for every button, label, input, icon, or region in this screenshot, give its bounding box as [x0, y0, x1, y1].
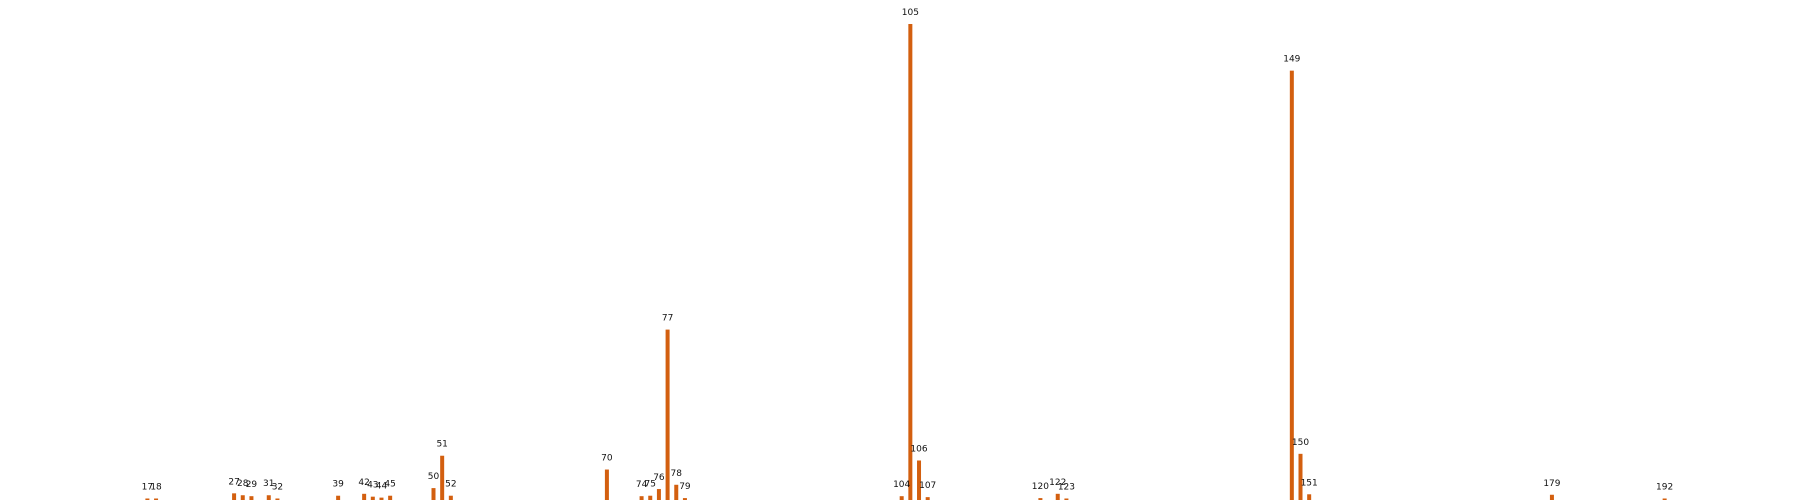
bar-27 — [232, 493, 237, 500]
bar-label-45: 45 — [384, 480, 395, 490]
bar-label-122: 122 — [1049, 478, 1066, 488]
bar-76 — [656, 489, 661, 500]
bar-label-18: 18 — [150, 483, 162, 493]
bar-106 — [917, 460, 922, 500]
bar-label-52: 52 — [445, 480, 456, 490]
bar-label-43: 43 — [367, 481, 378, 491]
bar-79 — [682, 498, 687, 500]
bar-label-123: 123 — [1058, 483, 1075, 493]
bar-42 — [362, 493, 367, 500]
bar-75 — [648, 495, 653, 500]
bar-label-192: 192 — [1656, 483, 1673, 493]
bar-104 — [899, 496, 904, 500]
bar-18 — [154, 498, 159, 500]
bar-120 — [1038, 498, 1043, 500]
bar-179 — [1549, 494, 1554, 500]
bar-label-70: 70 — [601, 454, 613, 464]
bar-label-39: 39 — [332, 480, 344, 490]
bar-78 — [674, 484, 679, 500]
bar-label-77: 77 — [662, 314, 673, 324]
bar-label-76: 76 — [653, 473, 665, 483]
bar-label-151: 151 — [1301, 478, 1318, 488]
bar-29 — [249, 496, 254, 500]
bar-label-78: 78 — [671, 469, 683, 479]
bar-39 — [336, 495, 341, 500]
bar-70 — [604, 469, 609, 500]
bar-label-31: 31 — [263, 479, 274, 489]
bar-50 — [431, 488, 436, 500]
bar-77 — [665, 329, 670, 500]
bar-52 — [448, 495, 453, 500]
bar-label-28: 28 — [237, 479, 249, 489]
bar-label-42: 42 — [358, 478, 369, 488]
bar-192 — [1662, 498, 1667, 500]
bar-151 — [1307, 494, 1312, 500]
bar-105 — [908, 24, 913, 500]
bar-74 — [639, 496, 644, 500]
bar-label-149: 149 — [1283, 55, 1300, 65]
bar-107 — [925, 497, 930, 500]
bar-label-105: 105 — [902, 8, 919, 18]
bar-label-179: 179 — [1543, 479, 1560, 489]
bar-label-150: 150 — [1292, 438, 1309, 448]
bar-45 — [388, 495, 393, 500]
bar-label-51: 51 — [436, 440, 447, 450]
bar-150 — [1298, 453, 1303, 500]
bar-31 — [266, 495, 271, 500]
bar-44 — [379, 497, 384, 500]
bar-label-75: 75 — [645, 480, 656, 490]
bar-label-50: 50 — [428, 472, 440, 482]
bar-28 — [240, 495, 245, 500]
bar-122 — [1055, 493, 1060, 500]
bar-label-32: 32 — [272, 483, 283, 493]
bar-label-74: 74 — [636, 480, 648, 490]
bar-label-27: 27 — [228, 477, 239, 487]
bar-label-44: 44 — [376, 482, 388, 492]
bars-layer — [145, 24, 1667, 501]
bar-label-104: 104 — [893, 480, 910, 490]
bar-label-17: 17 — [142, 483, 153, 493]
bar-149 — [1289, 70, 1294, 501]
bar-51 — [440, 455, 445, 500]
bar-label-120: 120 — [1032, 482, 1049, 492]
bar-label-79: 79 — [679, 482, 691, 492]
bar-label-106: 106 — [910, 444, 927, 454]
bar-123 — [1064, 498, 1069, 500]
bar-label-107: 107 — [919, 481, 936, 491]
bar-label-29: 29 — [246, 480, 258, 490]
bar-32 — [275, 498, 280, 500]
bar-17 — [145, 498, 150, 500]
bar-43 — [370, 496, 375, 500]
